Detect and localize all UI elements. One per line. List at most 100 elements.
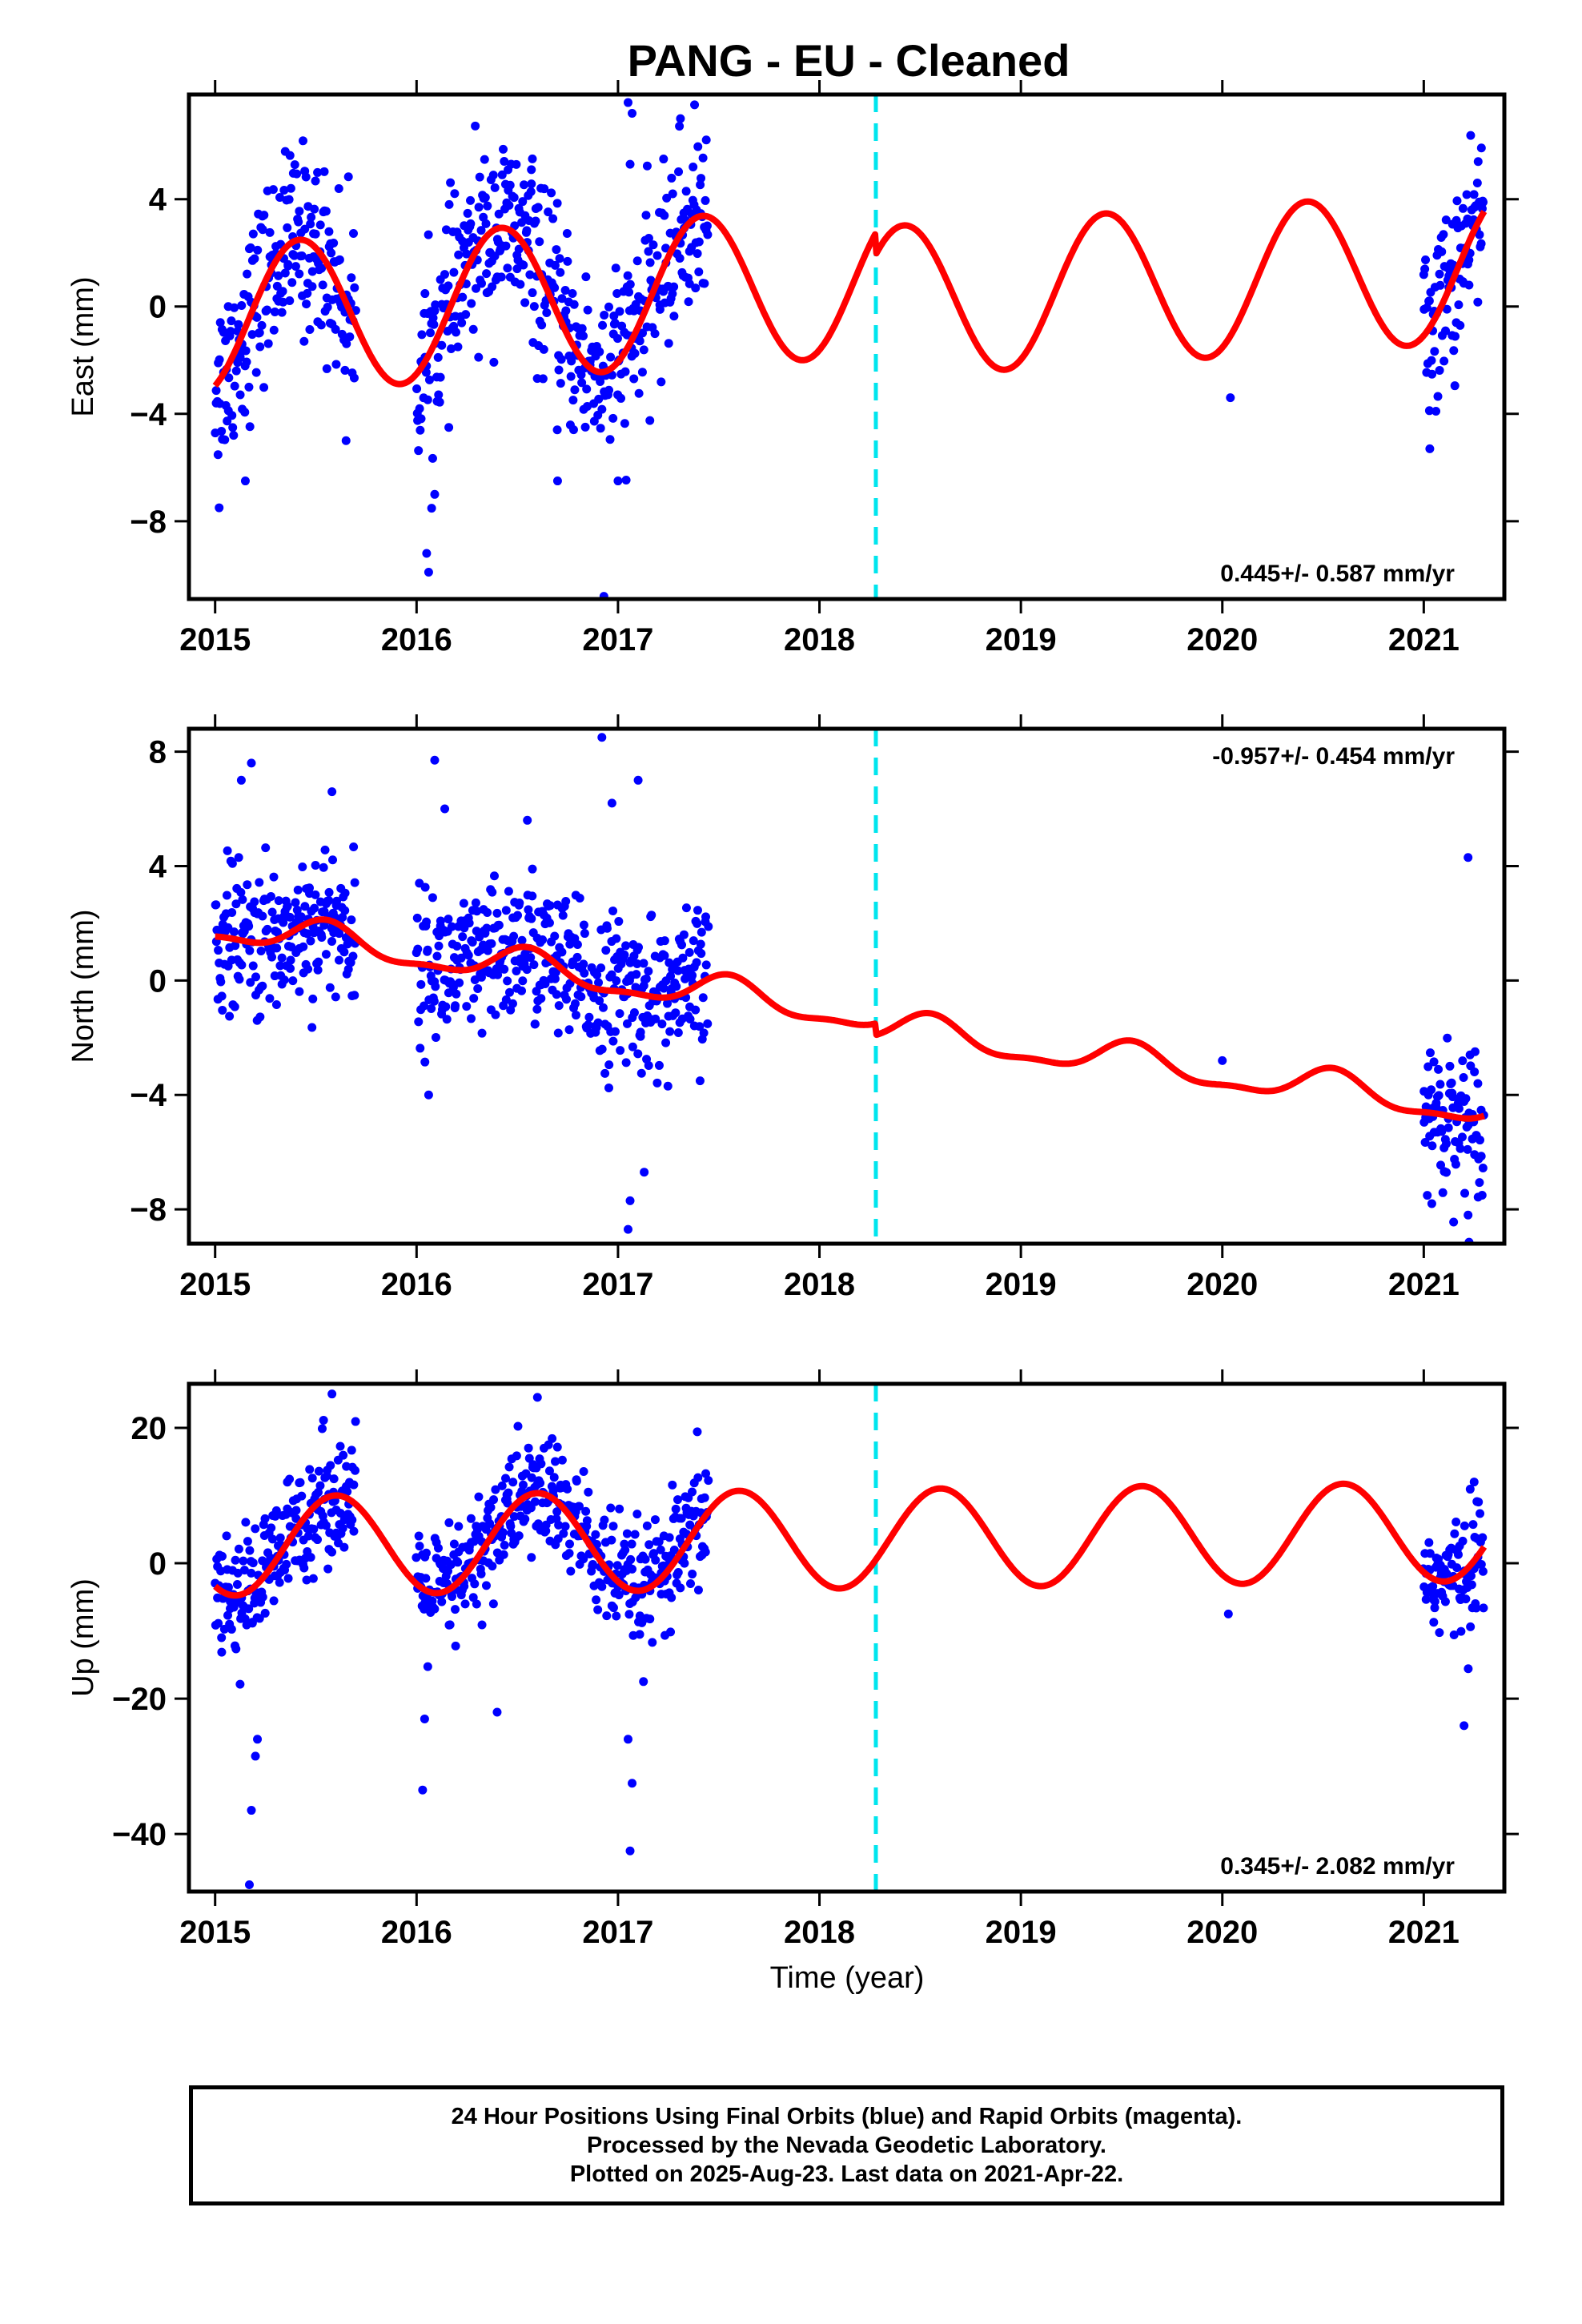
data-point	[663, 999, 673, 1008]
data-point	[298, 862, 307, 871]
data-point	[412, 384, 422, 394]
data-point	[259, 383, 269, 392]
data-point	[671, 1504, 681, 1514]
data-point	[698, 153, 708, 163]
y-tick-label: 8	[149, 735, 167, 770]
data-point	[1452, 1563, 1462, 1573]
data-point	[1478, 1566, 1488, 1576]
data-point	[568, 396, 578, 405]
plot-area	[211, 729, 1488, 1244]
data-point	[613, 476, 623, 486]
data-point	[488, 171, 498, 180]
data-point	[549, 1473, 559, 1482]
data-point	[247, 1806, 256, 1815]
data-point	[1453, 1550, 1463, 1559]
data-point	[656, 377, 666, 387]
data-point	[630, 1530, 640, 1539]
data-point	[458, 292, 468, 302]
data-point	[246, 978, 255, 987]
data-point	[1460, 1721, 1469, 1731]
data-point	[669, 1545, 679, 1554]
data-point	[615, 307, 624, 316]
data-point	[349, 228, 359, 238]
data-point	[492, 1707, 502, 1717]
data-point	[229, 927, 239, 937]
data-point	[263, 305, 272, 315]
data-point	[235, 1679, 245, 1689]
data-point	[615, 1009, 624, 1019]
data-point	[455, 978, 464, 987]
data-point	[629, 1007, 639, 1017]
y-tick-label: 0	[149, 963, 167, 999]
data-point	[222, 891, 231, 900]
data-point	[347, 273, 356, 283]
data-point	[552, 199, 562, 208]
data-point	[285, 1474, 295, 1484]
data-point	[1430, 1597, 1439, 1606]
data-point	[612, 934, 621, 943]
data-point	[624, 287, 634, 297]
data-point	[693, 249, 702, 259]
data-point	[648, 1638, 657, 1647]
data-point	[644, 1060, 653, 1070]
data-point	[220, 435, 230, 444]
data-point	[570, 385, 580, 395]
data-point	[250, 897, 259, 907]
data-point	[347, 915, 356, 925]
data-point	[319, 920, 329, 930]
data-point	[307, 1023, 317, 1032]
y-axis-label: East (mm)	[66, 276, 100, 416]
data-point	[472, 1599, 481, 1609]
data-point	[230, 381, 239, 391]
data-point	[223, 1582, 233, 1592]
data-point	[418, 1785, 428, 1795]
data-point	[624, 98, 633, 107]
data-point	[343, 964, 353, 974]
data-point	[642, 161, 652, 171]
data-point	[654, 1537, 664, 1546]
data-point	[519, 260, 528, 270]
data-point	[594, 978, 604, 987]
data-point	[1469, 190, 1479, 199]
data-point	[608, 906, 618, 915]
data-point	[251, 368, 261, 377]
data-point	[501, 241, 511, 251]
model-fit-line	[213, 916, 1487, 1122]
data-point	[621, 941, 631, 951]
data-point	[283, 1574, 293, 1583]
data-point	[558, 911, 568, 920]
data-point	[688, 1570, 697, 1579]
data-point	[1466, 131, 1476, 140]
data-point	[420, 1001, 429, 1011]
data-point	[1435, 1080, 1445, 1089]
data-point	[685, 1015, 695, 1024]
data-point	[600, 310, 609, 320]
data-point	[1464, 280, 1474, 290]
data-point	[523, 815, 532, 825]
data-point	[428, 313, 438, 323]
data-point	[581, 272, 591, 282]
data-point	[677, 940, 687, 950]
data-point	[485, 1518, 495, 1528]
data-point	[454, 250, 464, 259]
data-point	[413, 944, 423, 954]
data-point	[347, 1515, 357, 1525]
data-point	[1445, 1061, 1455, 1071]
data-point	[652, 1078, 662, 1088]
data-point	[666, 971, 676, 981]
data-point	[693, 142, 703, 151]
data-point	[1474, 1498, 1484, 1507]
data-point	[640, 1168, 649, 1177]
data-point	[625, 279, 635, 289]
data-point	[668, 289, 677, 299]
x-tick-label: 2018	[784, 1267, 855, 1302]
data-point	[647, 911, 656, 920]
data-point	[236, 887, 246, 897]
data-point	[277, 308, 287, 317]
data-point	[654, 1060, 664, 1070]
data-point	[628, 1779, 637, 1788]
data-point	[527, 1553, 536, 1562]
panel-up: 2015 2016 2017 2018 2019 2020 2021 20 0 −20 −40 Up …	[66, 1369, 1519, 1950]
data-point	[677, 1514, 686, 1523]
data-point	[297, 251, 307, 261]
